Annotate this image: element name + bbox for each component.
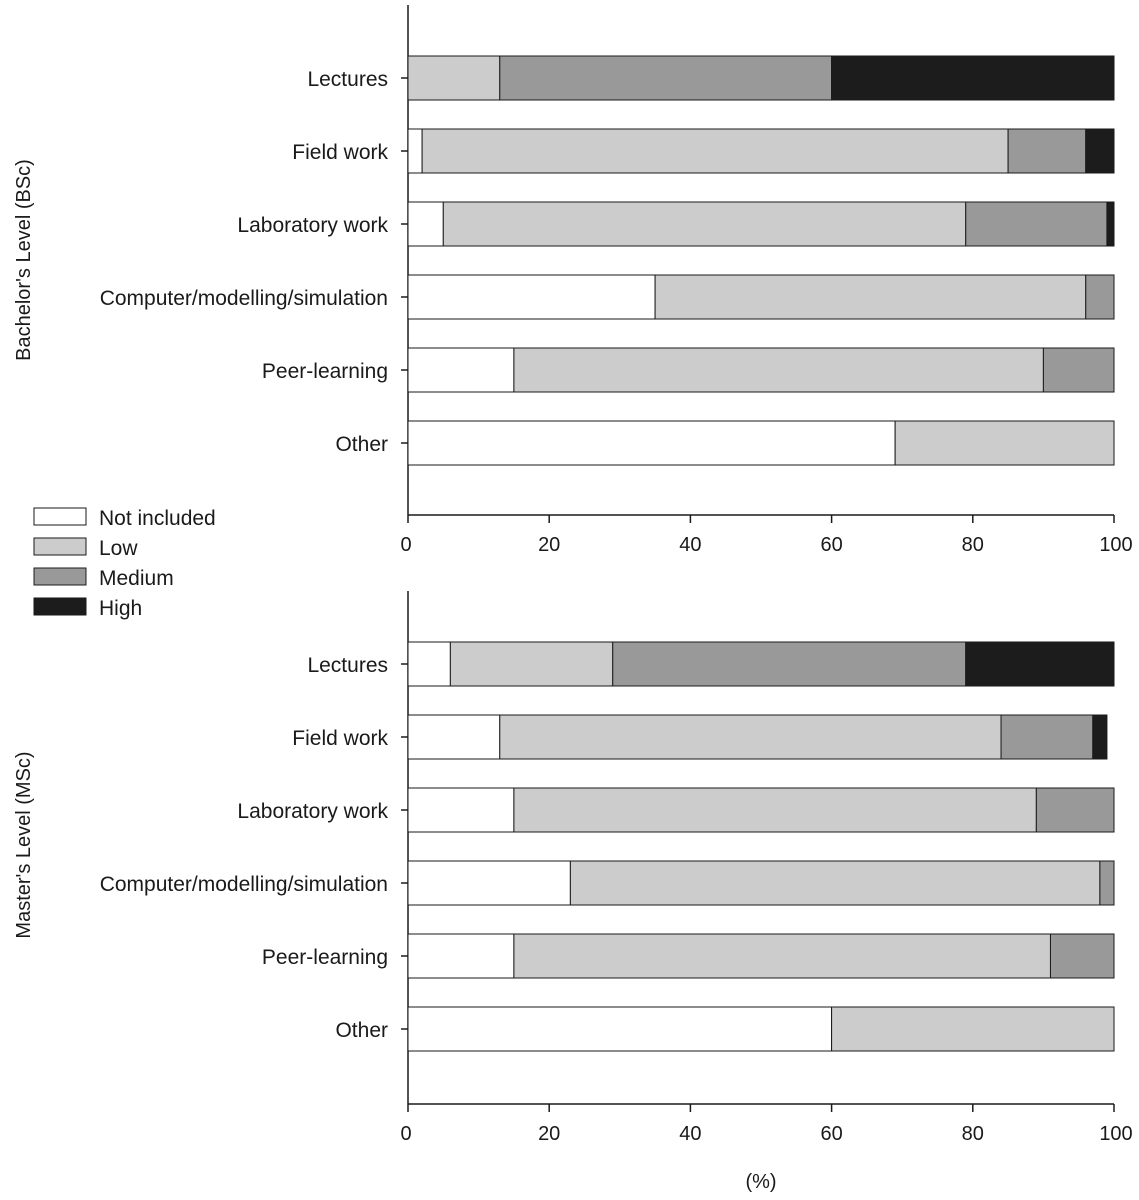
bar-field-work-medium	[1000, 714, 1094, 760]
bar-computer-modelling-simulation-medium	[1099, 860, 1115, 906]
bar-field-work-high	[1085, 128, 1115, 174]
category-label-laboratory-work: Laboratory work	[237, 214, 388, 237]
bar-lectures-low	[407, 55, 501, 101]
category-label-lectures: Lectures	[307, 68, 388, 91]
category-label-other: Other	[335, 1019, 388, 1042]
category-label-peer-learning: Peer-learning	[262, 360, 388, 383]
bar-field-work-low	[421, 128, 1009, 174]
bar-laboratory-work-medium	[965, 201, 1108, 247]
x-tick-label: 0	[400, 534, 411, 556]
bar-field-work-low	[499, 714, 1002, 760]
category-label-other: Other	[335, 433, 388, 456]
bar-peer-learning-medium	[1042, 347, 1115, 393]
x-tick-label: 100	[1099, 534, 1132, 556]
group-label-bsc: Bachelor's Level (BSc)	[13, 159, 35, 361]
bar-laboratory-work-high	[1106, 201, 1115, 247]
x-tick-label: 40	[679, 1123, 701, 1145]
bar-peer-learning-low	[513, 347, 1044, 393]
chart-panels: 0 20 40 60 80 100 Lectures Field work Laboratory…	[13, 5, 1133, 1145]
legend-swatch-high	[33, 597, 87, 616]
x-tick-label: 60	[820, 534, 842, 556]
x-tick-label: 20	[538, 534, 560, 556]
bar-laboratory-work-low	[513, 787, 1037, 833]
category-label-field-work: Field work	[292, 141, 388, 164]
x-tick-label: 20	[538, 1123, 560, 1145]
x-tick-label: 0	[400, 1123, 411, 1145]
bar-computer-modelling-simulation-medium	[1085, 274, 1115, 320]
bar-computer-modelling-simulation-low	[654, 274, 1087, 320]
legend-label-low: Low	[99, 537, 138, 560]
bar-lectures-high	[831, 55, 1115, 101]
category-label-field-work: Field work	[292, 727, 388, 750]
panel-msc: 0 20 40 60 80 100 Lectures Field work Laboratory…	[13, 591, 1133, 1145]
legend-swatch-not-included	[33, 507, 87, 526]
category-label-laboratory-work: Laboratory work	[237, 800, 388, 823]
bar-computer-modelling-simulation-not-included	[407, 274, 656, 320]
x-tick-label: 80	[962, 534, 984, 556]
bar-laboratory-work-not-included	[407, 787, 515, 833]
category-label-computer-modelling-simulation: Computer/modelling/simulation	[100, 873, 388, 896]
group-label-msc: Master's Level (MSc)	[13, 751, 35, 938]
x-tick-label: 60	[820, 1123, 842, 1145]
bar-other-not-included	[407, 1006, 833, 1052]
x-tick-label: 100	[1099, 1123, 1132, 1145]
legend-swatch-medium	[33, 567, 87, 586]
bar-peer-learning-not-included	[407, 933, 515, 979]
x-tick-label: 80	[962, 1123, 984, 1145]
bar-field-work-not-included	[407, 128, 423, 174]
bar-computer-modelling-simulation-not-included	[407, 860, 571, 906]
bar-field-work-not-included	[407, 714, 501, 760]
bar-computer-modelling-simulation-low	[569, 860, 1101, 906]
bar-laboratory-work-medium	[1035, 787, 1115, 833]
bar-lectures-medium	[612, 641, 967, 687]
bar-lectures-medium	[499, 55, 833, 101]
bar-peer-learning-medium	[1049, 933, 1115, 979]
x-tick-label: 40	[679, 534, 701, 556]
x-axis-label: (%)	[745, 1171, 776, 1193]
bar-lectures-low	[449, 641, 614, 687]
category-label-computer-modelling-simulation: Computer/modelling/simulation	[100, 287, 388, 310]
bar-laboratory-work-low	[442, 201, 967, 247]
bar-peer-learning-low	[513, 933, 1051, 979]
bar-field-work-medium	[1007, 128, 1087, 174]
bar-other-low	[831, 1006, 1115, 1052]
bar-peer-learning-not-included	[407, 347, 515, 393]
category-label-peer-learning: Peer-learning	[262, 946, 388, 969]
bar-lectures-high	[965, 641, 1115, 687]
bar-field-work-high	[1092, 714, 1108, 760]
bar-lectures-not-included	[407, 641, 451, 687]
bar-other-not-included	[407, 420, 896, 466]
legend-swatch-low	[33, 537, 87, 556]
legend-label-not-included: Not included	[99, 507, 216, 530]
bar-laboratory-work-not-included	[407, 201, 444, 247]
panel-bsc: 0 20 40 60 80 100 Lectures Field work Laboratory…	[13, 5, 1133, 556]
legend: Not included Low Medium High	[33, 507, 216, 620]
legend-label-medium: Medium	[99, 567, 174, 590]
category-label-lectures: Lectures	[307, 654, 388, 677]
legend-label-high: High	[99, 597, 142, 620]
bar-other-low	[894, 420, 1115, 466]
